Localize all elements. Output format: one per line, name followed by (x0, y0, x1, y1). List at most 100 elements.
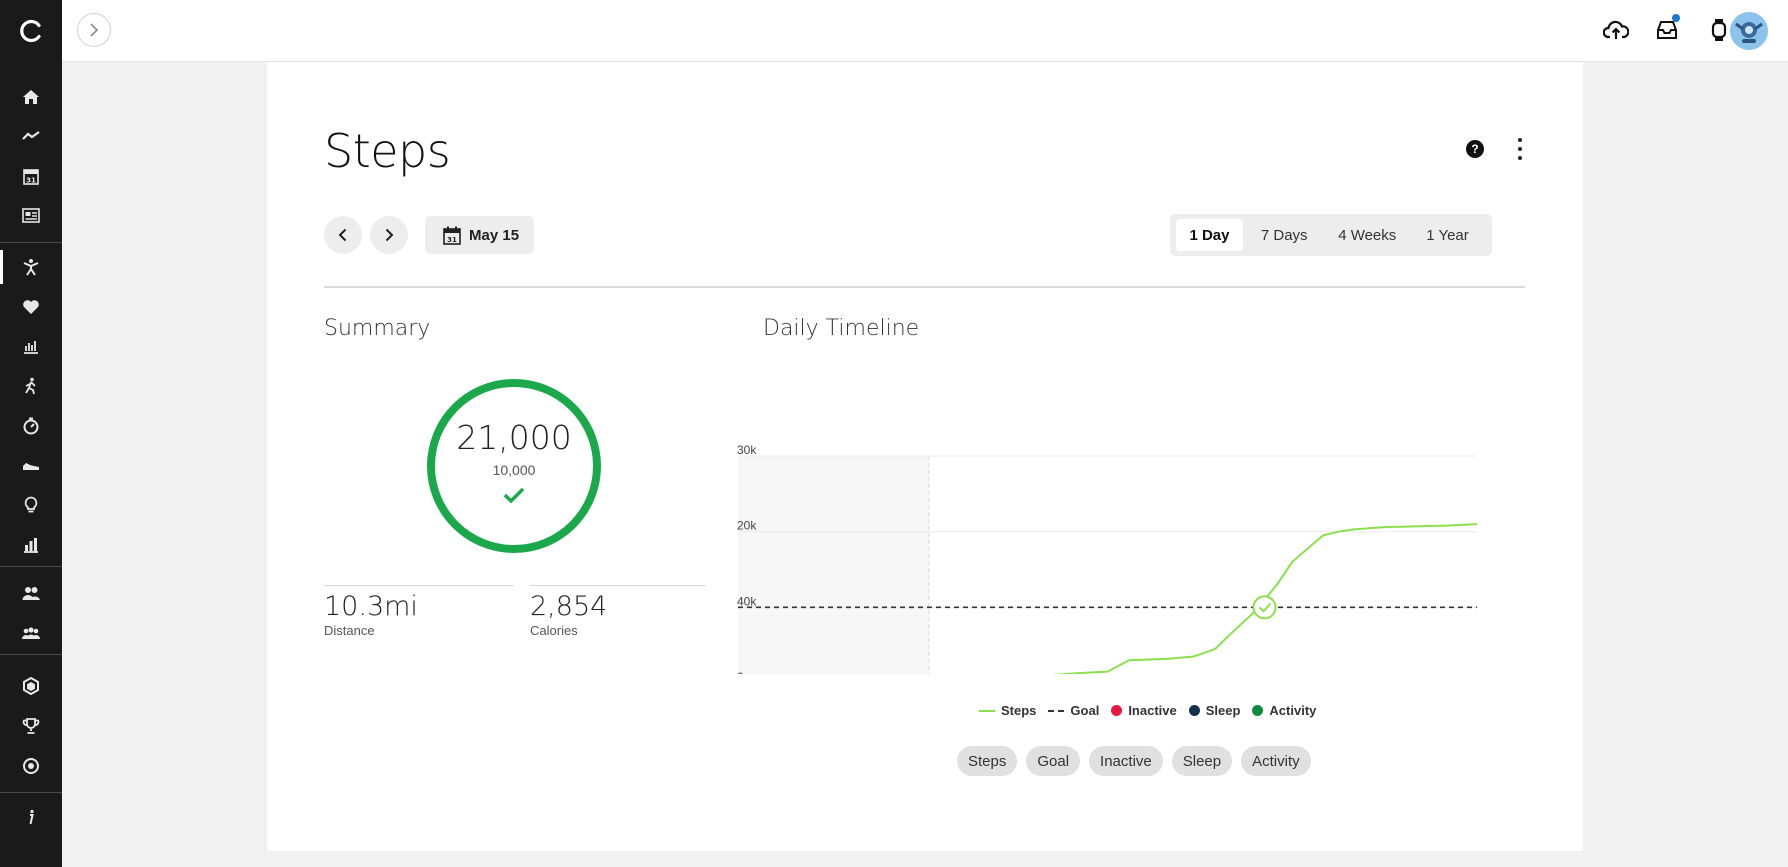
sidebar-divider (0, 792, 62, 793)
y-tick-label: 40k (737, 594, 757, 608)
info-icon (29, 809, 34, 825)
activity-legend-swatch (1252, 705, 1264, 716)
sidebar-item-stats[interactable] (0, 327, 62, 365)
distance-label: Distance (324, 623, 375, 638)
range-option-1-year[interactable]: 1 Year (1426, 226, 1469, 244)
sync-upload-icon[interactable] (1600, 14, 1632, 46)
sidebar-item-news-feed[interactable] (0, 196, 62, 234)
sleep-legend-swatch (1188, 705, 1200, 716)
sidebar-item-badges[interactable] (0, 667, 62, 705)
divider (324, 286, 1525, 288)
sidebar-divider (0, 566, 62, 567)
range-option-1-day[interactable]: 1 Day (1176, 219, 1243, 251)
range-option-4-weeks[interactable]: 4 Weeks (1338, 226, 1397, 244)
inbox-icon[interactable] (1651, 14, 1683, 46)
chevron-right-icon (90, 23, 99, 37)
inactive-legend-swatch (1111, 705, 1123, 716)
sidebar-item-target[interactable] (0, 747, 62, 785)
date-picker-button[interactable]: 31 May 15 (425, 216, 535, 254)
sidebar-item-insights[interactable] (0, 486, 62, 524)
timeline-heading: Daily Timeline (763, 316, 920, 341)
page-title: Steps (324, 124, 451, 178)
sidebar-item-groups[interactable] (0, 615, 62, 653)
target-icon (23, 758, 39, 774)
legend-label: Steps (1001, 703, 1037, 718)
calories-value: 2,854 (530, 591, 608, 622)
toggle-activity[interactable]: Activity (1241, 746, 1311, 776)
sidebar-item-trophy[interactable] (0, 707, 62, 745)
watch-icon[interactable] (1703, 14, 1735, 46)
legend-label: Sleep (1205, 703, 1241, 718)
groups-icon (22, 627, 40, 639)
user-avatar[interactable] (1730, 12, 1768, 50)
sidebar-item-info[interactable] (0, 798, 62, 836)
toggle-sleep[interactable]: Sleep (1171, 746, 1233, 776)
goal-legend-swatch (1048, 709, 1065, 712)
trophy-icon (22, 718, 40, 734)
distance-value: 10.3mi (324, 591, 418, 622)
legend-label: Inactive (1128, 703, 1177, 718)
shoe-icon (23, 463, 39, 470)
sidebar-item-walking[interactable] (0, 367, 62, 405)
date-label: May 15 (469, 226, 520, 244)
toggle-steps[interactable]: Steps (957, 746, 1018, 776)
toggle-inactive[interactable]: Inactive (1089, 746, 1163, 776)
calendar-icon: 31 (23, 169, 39, 185)
sidebar-item-connections[interactable] (0, 575, 62, 613)
sidebar-item-shoe[interactable] (0, 446, 62, 484)
legend-item-sleep: Sleep (1188, 703, 1241, 718)
sidebar-item-activity-trend[interactable] (0, 117, 62, 155)
calories-stat: 2,854 Calories (530, 585, 706, 638)
sidebar-divider (0, 242, 62, 243)
help-icon[interactable]: ? (1466, 140, 1484, 158)
badges-icon (23, 677, 39, 695)
steps-goal-ring: 21,000 10,000 (424, 376, 604, 556)
connections-icon (22, 587, 40, 600)
legend-label: Goal (1070, 703, 1100, 718)
more-options-icon[interactable] (1513, 138, 1527, 160)
toggle-goal[interactable]: Goal (1026, 746, 1081, 776)
goal-check-icon (1258, 602, 1272, 613)
calendar-icon: 31 (443, 226, 461, 245)
reports-icon (24, 538, 38, 553)
heart-icon (23, 300, 39, 314)
chevron-left-icon (338, 228, 347, 242)
steps-line (1051, 523, 1478, 674)
news-feed-icon (22, 208, 40, 223)
sidebar-divider (0, 654, 62, 655)
notification-dot (1672, 14, 1680, 22)
svg-text:31: 31 (447, 236, 457, 244)
stats-icon (24, 341, 38, 354)
sidebar-item-reports[interactable] (0, 526, 62, 564)
steps-total: 21,000 (456, 418, 572, 457)
sidebar-item-home[interactable] (0, 78, 62, 116)
insights-icon (24, 496, 38, 513)
range-selector: 1 Day 7 Days 4 Weeks 1 Year (1170, 214, 1492, 256)
next-date-button[interactable] (370, 216, 408, 254)
summary-heading: Summary (324, 316, 431, 341)
y-tick-label: 30k (737, 443, 757, 457)
chart-legend: Steps Goal Inactive Sleep Activity (979, 703, 1328, 718)
legend-item-steps: Steps (979, 703, 1036, 718)
expand-sidebar-button[interactable] (77, 13, 111, 47)
stopwatch-icon (23, 417, 39, 435)
sidebar-item-activities[interactable] (0, 248, 62, 286)
previous-date-button[interactable] (324, 216, 362, 254)
range-option-7-days[interactable]: 7 Days (1260, 226, 1308, 244)
legend-item-inactive: Inactive (1111, 703, 1177, 718)
distance-stat: 10.3mi Distance (324, 585, 514, 638)
home-icon (23, 90, 39, 104)
sidebar: 31 (0, 0, 62, 867)
calories-label: Calories (530, 623, 578, 638)
legend-label: Activity (1269, 703, 1317, 718)
sidebar-item-stopwatch[interactable] (0, 407, 62, 445)
svg-text:31: 31 (26, 177, 36, 185)
app-logo[interactable] (0, 0, 62, 62)
sidebar-item-calendar[interactable]: 31 (0, 157, 62, 195)
steps-card: Steps ? 31 May 15 1 Day 7 Days 4 Weeks 1 Ye… (267, 62, 1583, 851)
series-toggles: Steps Goal Inactive Sleep Activity (957, 746, 1311, 776)
night-shading (738, 456, 929, 674)
sidebar-item-heart[interactable] (0, 288, 62, 326)
top-bar (62, 0, 1788, 62)
goal-reached-marker (1252, 595, 1277, 620)
